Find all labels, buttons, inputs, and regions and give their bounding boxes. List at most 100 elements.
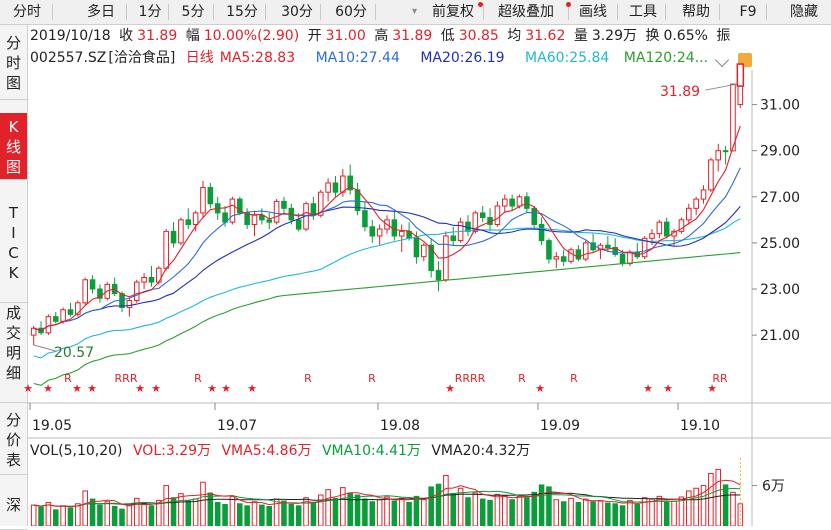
candle-body [421, 244, 427, 258]
volume-bar [229, 495, 236, 526]
ma10-line [33, 167, 741, 332]
volume-bar [185, 500, 192, 526]
candle-body [82, 279, 88, 304]
sidebar-tab-kline[interactable]: K 线 图 [0, 113, 27, 179]
volume-bar [354, 494, 361, 526]
volume-bar [649, 498, 655, 526]
volume-bar [178, 493, 184, 526]
volume-bar [590, 501, 596, 526]
event-star-icon: ★ [247, 382, 257, 395]
tab-15min[interactable]: 15分 [226, 4, 258, 20]
candle-body [141, 276, 147, 283]
event-star-icon: ★ [535, 382, 545, 395]
toolbar-separator [617, 4, 618, 20]
tab-fenshi[interactable]: 分时 [13, 4, 41, 20]
candle-body [229, 198, 236, 223]
volume-bar [509, 499, 515, 526]
candle-body [244, 212, 250, 225]
sidebar-tab-fenshi[interactable]: 分 时 图 [5, 34, 21, 92]
volume-bar [104, 501, 111, 526]
event-rights-label: R [570, 372, 578, 385]
toolbar-separator [168, 4, 169, 20]
sidebar-divider [0, 402, 27, 403]
volume-bar [671, 500, 677, 526]
volume-bar [715, 468, 722, 526]
tab-30min[interactable]: 30分 [281, 4, 313, 20]
avg-label: 均 [507, 28, 522, 44]
overlay-button[interactable]: 超级叠加 [498, 4, 554, 20]
event-star-icon: ★ [43, 382, 53, 395]
candle-body [715, 150, 722, 161]
candle-body [97, 288, 103, 299]
event-rights-label: RRRR [455, 372, 486, 385]
candle-body [295, 219, 302, 230]
sidebar-tab-tick[interactable]: T I C K [8, 204, 19, 282]
candle-body [376, 228, 383, 237]
tab-60min[interactable]: 60分 [335, 4, 367, 20]
stock-symbol: 002557.SZ [30, 50, 107, 66]
candle-body [60, 309, 66, 322]
event-star-icon: ★ [643, 382, 653, 395]
sidebar-tab-shen[interactable]: 深 [5, 496, 21, 514]
volume-bar [700, 485, 707, 526]
draw-button[interactable]: 画线 [579, 4, 607, 20]
volume-bar [487, 499, 493, 526]
candle-body [332, 182, 339, 193]
candle-body [340, 175, 346, 193]
candle-body [700, 189, 707, 200]
x-tick-label: 19.07 [217, 418, 257, 434]
candle-body [627, 251, 633, 265]
chevron-down-icon[interactable]: ▾ [412, 6, 418, 17]
y-tick-label: 21.00 [760, 328, 800, 344]
candle-body [310, 203, 317, 216]
candle-body [686, 207, 692, 221]
tab-1min[interactable]: 1分 [138, 4, 162, 20]
candle-body [641, 237, 648, 258]
candle-body [501, 198, 508, 207]
sidebar-tab-trades[interactable]: 成 交 明 细 [5, 304, 21, 382]
max-pointer [705, 83, 738, 91]
volume-bar [60, 505, 66, 526]
y-tick-label: 23.00 [760, 282, 800, 298]
amplitude-label: 振 [716, 28, 731, 44]
event-star-icon: ★ [663, 382, 673, 395]
candle-body [656, 221, 663, 235]
volume-bar [708, 472, 714, 526]
volume-bar [546, 486, 552, 526]
candle-body [516, 196, 523, 207]
candle-body [649, 233, 655, 239]
volume-bar [686, 490, 692, 526]
tab-5min[interactable]: 5分 [181, 4, 205, 20]
volume-bar [126, 505, 133, 526]
toolbar-separator [483, 4, 484, 20]
max-price-label: 31.89 [660, 84, 700, 100]
tools-button[interactable]: 工具 [629, 4, 657, 20]
sidebar-tab-pricetable[interactable]: 分 价 表 [5, 411, 21, 469]
candle-body [89, 279, 96, 290]
volume-bar [214, 501, 221, 526]
tab-multiday[interactable]: 多日 [87, 4, 115, 20]
volume-bar [582, 498, 589, 526]
volume-bar [465, 497, 471, 526]
help-button[interactable]: 帮助 [682, 4, 710, 20]
notification-dot [566, 2, 571, 7]
f9-button[interactable]: F9 [739, 4, 757, 20]
volume-legend: VOL(5,10,20) VOL:3.29万 VMA5:4.86万 VMA10:… [30, 441, 536, 461]
volume-bar [266, 505, 273, 526]
adjust-button[interactable]: 前复权 [432, 4, 474, 20]
vma5-value: VMA5:4.86万 [221, 443, 312, 459]
volume-bar [200, 481, 206, 526]
y-tick-label: 29.00 [760, 144, 800, 160]
volume-bar [443, 474, 449, 526]
hide-button[interactable]: 隐藏 [790, 4, 818, 20]
notification-dot [478, 2, 483, 7]
volume-bar [678, 496, 685, 526]
volume-bar [281, 500, 287, 526]
turnover-value: 0.65% [663, 28, 708, 44]
ma20-line [33, 206, 741, 332]
volume-bar [288, 503, 295, 526]
avg-value: 31.62 [525, 28, 566, 44]
candle-body [509, 198, 515, 207]
volume-bar [634, 503, 641, 526]
